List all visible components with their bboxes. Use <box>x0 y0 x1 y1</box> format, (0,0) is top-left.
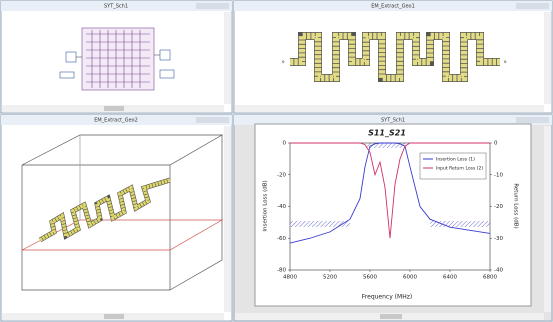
y2-axis-label: Return Loss (dB) <box>513 183 519 228</box>
x-axis-label: Frequency (MHz) <box>362 294 412 301</box>
window-controls[interactable] <box>516 117 549 123</box>
legend-label: Input Return Loss (2) <box>436 166 483 172</box>
y2-tick-label: -10 <box>494 172 503 178</box>
window-title: SYT_Sch1 <box>104 4 128 10</box>
x-tick-label: 6400 <box>443 275 457 281</box>
window-title: EM_Extract_Geo2 <box>94 118 138 124</box>
scrollbar[interactable] <box>544 126 551 312</box>
y-tick-label: -80 <box>277 268 286 274</box>
spec-mask <box>290 221 350 227</box>
y-tick-label: -20 <box>277 172 286 178</box>
window-controls[interactable] <box>196 117 229 123</box>
y-tick-label: 0 <box>283 141 287 147</box>
y2-tick-label: -20 <box>494 204 503 210</box>
spec-mask <box>367 143 407 148</box>
x-tick-label: 4800 <box>283 275 297 281</box>
x-tick-label: 6800 <box>483 275 497 281</box>
scrollbar[interactable] <box>224 12 231 104</box>
scrollbar[interactable] <box>235 105 544 112</box>
y-axis-label: Insertion Loss (dB) <box>263 180 269 231</box>
legend-label: Insertion Loss (1) <box>436 157 475 163</box>
window-controls[interactable] <box>196 3 229 9</box>
window-controls[interactable] <box>516 3 549 9</box>
y2-tick-label: -30 <box>494 236 503 242</box>
y-tick-label: -60 <box>277 236 286 242</box>
x-tick-label: 5600 <box>363 275 377 281</box>
y2-tick-label: -40 <box>494 268 503 274</box>
y2-tick-label: 0 <box>494 141 498 147</box>
window-title: SYT_Sch1 <box>381 118 405 124</box>
x-tick-label: 5200 <box>323 275 337 281</box>
scrollbar[interactable] <box>224 126 231 312</box>
y-tick-label: -40 <box>277 204 286 210</box>
window-top-right: EM_Extract_Geo1 <box>234 1 552 113</box>
spec-mask <box>430 221 490 227</box>
workspace: SYT_Sch1 EM_Extract_Geo1 EM_Extract_Geo2… <box>0 0 553 322</box>
x-tick-label: 6000 <box>403 275 417 281</box>
chart: S11_S21 Frequency (MHz) Insertion Loss (… <box>255 124 531 306</box>
window-title: EM_Extract_Geo1 <box>371 4 415 10</box>
chart-title: S11_S21 <box>368 129 406 138</box>
scrollbar[interactable] <box>544 12 551 104</box>
